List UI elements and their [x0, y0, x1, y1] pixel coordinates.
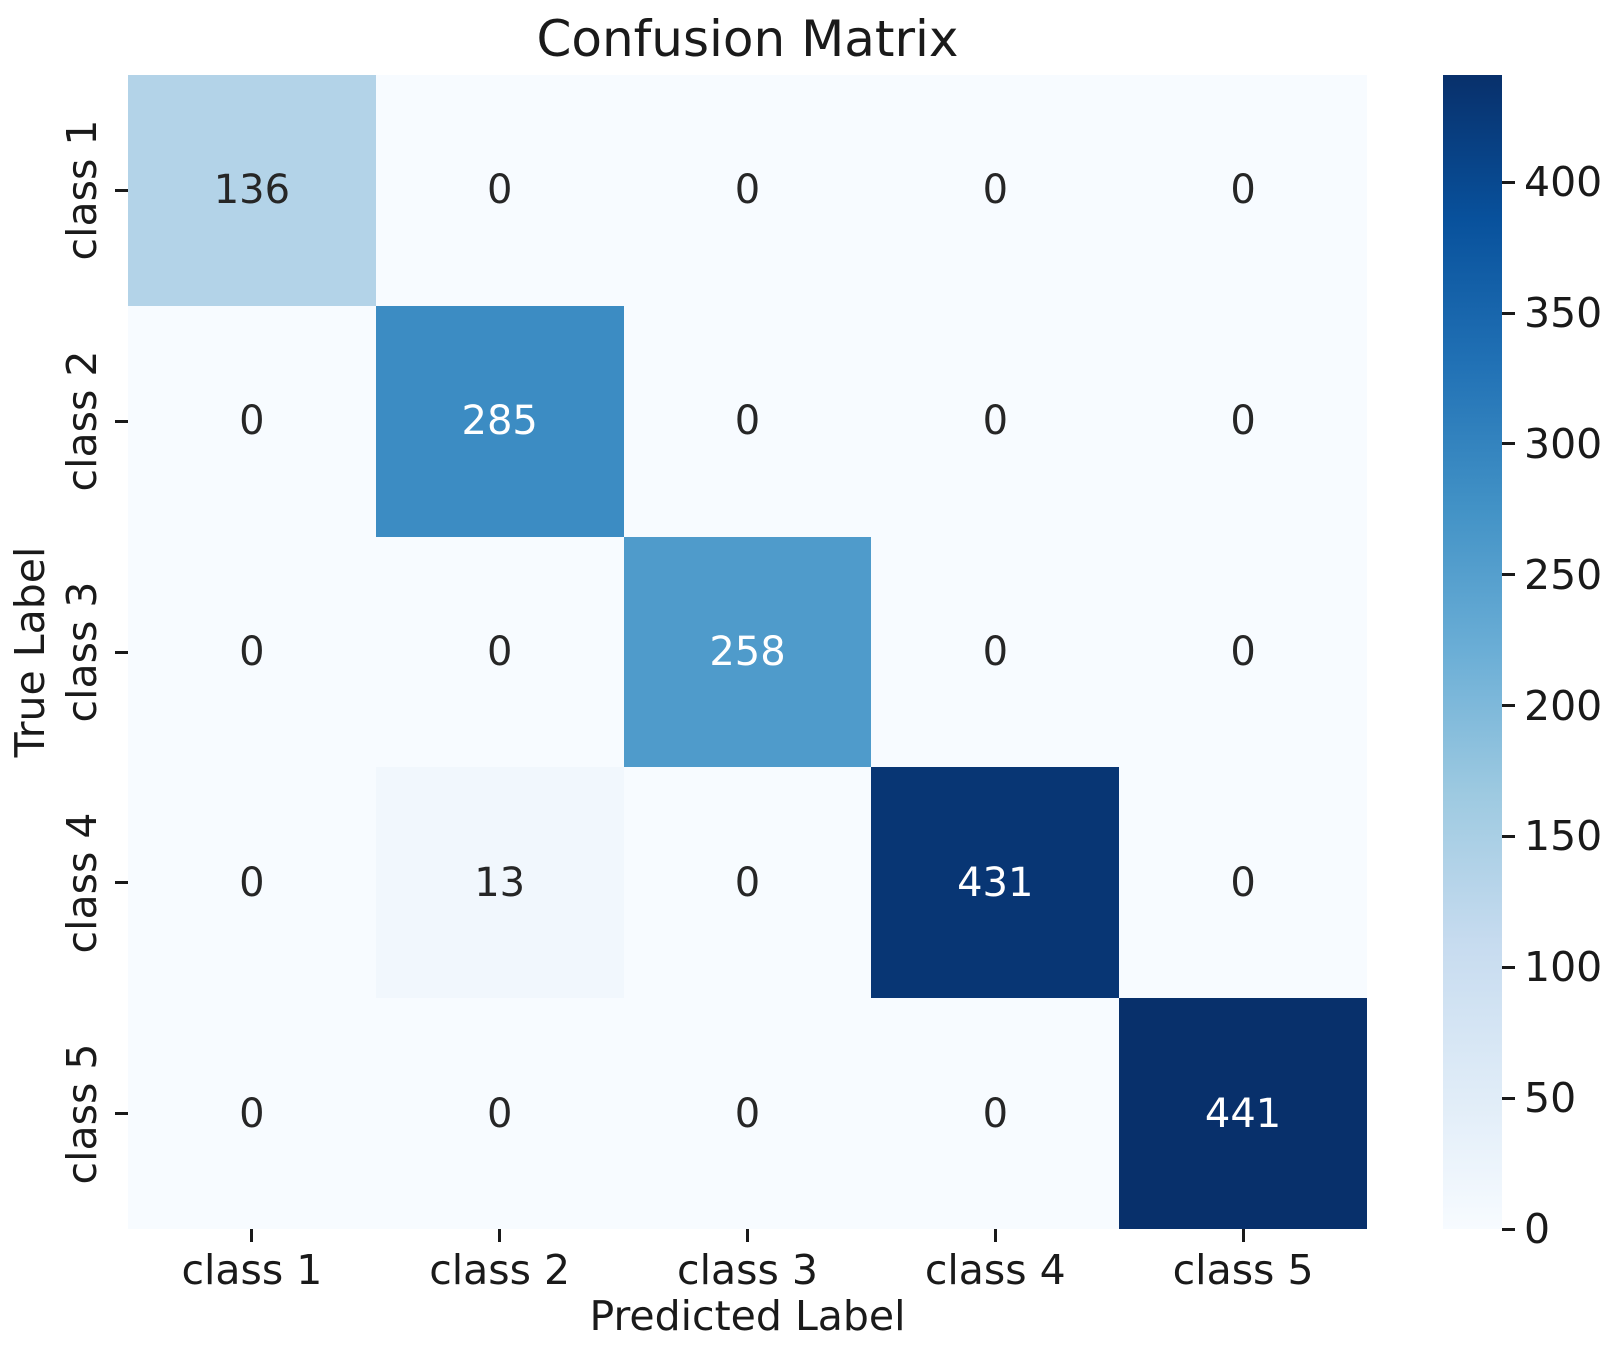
cell-annotation: 0 — [239, 398, 265, 445]
colorbar-tick-mark — [1502, 965, 1515, 969]
cell-annotation: 0 — [1230, 167, 1256, 214]
cell-annotation: 0 — [734, 859, 761, 906]
cell-annotation: 0 — [1230, 628, 1256, 675]
cell-annotation: 0 — [982, 628, 1009, 675]
cell-annotation: 0 — [734, 167, 761, 214]
tick-mark — [746, 1229, 749, 1242]
tick-mark — [115, 419, 128, 423]
heatmap-cell: 136 — [128, 75, 376, 306]
colorbar — [1443, 75, 1502, 1229]
cell-annotation: 0 — [982, 1090, 1009, 1137]
cell-annotation: 0 — [734, 398, 761, 445]
y-axis-title: True Label — [6, 546, 54, 758]
chart-title: Confusion Matrix — [536, 10, 959, 68]
heatmap-cell: 0 — [1119, 75, 1367, 306]
heatmap-cell: 0 — [375, 536, 624, 768]
cell-annotation: 258 — [709, 628, 786, 675]
tick-mark — [993, 1229, 997, 1242]
cell-annotation: 0 — [486, 628, 513, 675]
colorbar-tick-mark — [1502, 180, 1515, 184]
tick-mark — [498, 1229, 502, 1242]
cell-annotation: 0 — [239, 628, 265, 675]
cell-annotation: 0 — [486, 1090, 513, 1137]
colorbar-tick-label: 300 — [1524, 419, 1603, 468]
cell-annotation: 136 — [213, 167, 291, 214]
heatmap-cell: 0 — [871, 305, 1120, 537]
cell-annotation: 0 — [734, 1090, 761, 1137]
heatmap-cell: 0 — [375, 998, 624, 1229]
cell-annotation: 0 — [239, 859, 265, 906]
y-tick-label: class 4 — [58, 812, 106, 954]
colorbar-tick-label: 150 — [1524, 812, 1603, 861]
colorbar-tick-mark — [1502, 573, 1515, 577]
y-tick-label: class 1 — [58, 119, 106, 261]
heatmap-cell: 0 — [871, 75, 1120, 306]
y-tick-label: class 2 — [58, 350, 106, 492]
colorbar-tick-label: 50 — [1524, 1074, 1577, 1123]
cell-annotation: 0 — [486, 167, 513, 214]
cell-annotation: 13 — [474, 859, 526, 906]
colorbar-tick-label: 200 — [1524, 681, 1603, 730]
heatmap-cell: 0 — [128, 998, 376, 1229]
cell-annotation: 0 — [982, 398, 1009, 445]
colorbar-tick-mark — [1502, 442, 1515, 446]
cell-annotation: 285 — [461, 398, 538, 445]
colorbar-tick-label: 350 — [1524, 289, 1603, 338]
heatmap-cell: 0 — [1119, 767, 1367, 999]
heatmap-cell: 0 — [375, 75, 624, 306]
colorbar-tick-label: 0 — [1524, 1205, 1551, 1253]
cell-annotation: 431 — [957, 859, 1034, 906]
x-tick-label: class 2 — [429, 1246, 571, 1294]
cell-annotation: 0 — [1230, 859, 1256, 906]
heatmap-cell: 0 — [128, 767, 376, 999]
heatmap-cell: 13 — [375, 767, 624, 999]
cell-annotation: 441 — [1204, 1090, 1282, 1137]
x-tick-label: class 1 — [181, 1246, 323, 1294]
heatmap-cell: 0 — [1119, 305, 1367, 537]
colorbar-tick-label: 100 — [1524, 943, 1603, 992]
tick-mark — [115, 188, 128, 192]
heatmap-cell: 0 — [623, 305, 872, 537]
tick-mark — [115, 1112, 128, 1116]
cell-annotation: 0 — [239, 1090, 265, 1137]
heatmap-cell: 0 — [623, 767, 872, 999]
tick-mark — [115, 650, 128, 654]
colorbar-tick-mark — [1502, 834, 1515, 838]
heatmap-plot-area: 136 0 0 0 0 0 285 0 0 0 0 0 258 0 0 0 13 0 431 0 0 0 0 0 441 — [128, 75, 1367, 1229]
colorbar-tick-mark — [1502, 1096, 1515, 1100]
x-axis-title: Predicted Label — [589, 1292, 906, 1340]
heatmap-cell: 0 — [128, 536, 376, 768]
heatmap-cell: 0 — [623, 998, 872, 1229]
x-tick-label: class 3 — [677, 1246, 818, 1294]
y-tick-label: class 3 — [58, 581, 106, 723]
colorbar-tick-mark — [1502, 311, 1515, 315]
heatmap-cell: 0 — [871, 998, 1120, 1229]
heatmap-cell: 0 — [128, 305, 376, 537]
heatmap-cell: 431 — [871, 767, 1120, 999]
heatmap-cell: 0 — [1119, 536, 1367, 768]
cell-annotation: 0 — [1230, 398, 1256, 445]
tick-mark — [1241, 1229, 1245, 1242]
heatmap-cell: 0 — [623, 75, 872, 306]
heatmap-cell: 258 — [623, 536, 872, 768]
tick-mark — [115, 881, 128, 885]
colorbar-tick-label: 250 — [1524, 550, 1603, 599]
heatmap-cell: 285 — [375, 305, 624, 537]
x-tick-label: class 5 — [1172, 1246, 1314, 1294]
x-tick-label: class 4 — [924, 1246, 1066, 1294]
cell-annotation: 0 — [982, 167, 1009, 214]
heatmap-cell: 0 — [871, 536, 1120, 768]
colorbar-tick-mark — [1502, 1227, 1515, 1231]
colorbar-tick-label: 400 — [1524, 158, 1603, 207]
colorbar-tick-mark — [1502, 704, 1515, 708]
tick-mark — [250, 1229, 254, 1242]
y-tick-label: class 5 — [58, 1043, 106, 1185]
heatmap-cell: 441 — [1119, 998, 1367, 1229]
